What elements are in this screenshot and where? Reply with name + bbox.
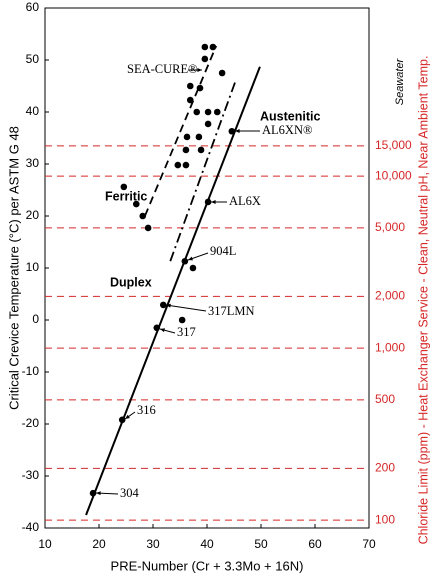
y2-tick-label: 200 [375, 461, 395, 475]
y2-tick-label: 500 [375, 392, 395, 406]
trend-line [169, 80, 237, 262]
annotation: AL6X [229, 194, 261, 208]
y-tick-label: -20 [22, 416, 40, 430]
arrow-head [166, 303, 171, 308]
x-tick-label: 50 [254, 537, 268, 551]
arrow-head [211, 200, 216, 204]
arrow-head [125, 414, 130, 419]
data-point [195, 133, 203, 141]
trend-line [85, 66, 261, 516]
data-point [186, 96, 194, 104]
annotation: Austenitic [260, 109, 320, 123]
annotation: 316 [137, 403, 156, 417]
y2-tick-label: 2,000 [375, 289, 405, 303]
x-tick-label: 30 [146, 537, 160, 551]
y2-tick-label: 100 [375, 512, 395, 526]
y2-tick-label: 15,000 [375, 138, 412, 152]
data-point [144, 224, 152, 232]
x-tick-label: 70 [362, 537, 376, 551]
data-point [201, 43, 209, 51]
y-tick-label: 50 [26, 52, 40, 66]
arrow-head [96, 491, 101, 496]
data-point [181, 257, 189, 265]
data-point [120, 183, 128, 191]
data-point [118, 416, 126, 424]
y-axis-label: Critical Crevice Temperature (°C) per AS… [6, 126, 21, 410]
annotation: 317 [177, 325, 196, 339]
annotation-arrow [165, 304, 207, 312]
data-point [174, 161, 182, 169]
annotation: SEA-CURE® [127, 62, 198, 76]
data-point [204, 198, 212, 206]
y-tick-label: 20 [26, 208, 40, 222]
data-point [228, 127, 236, 135]
data-point [159, 301, 167, 309]
y-tick-label: -10 [22, 364, 40, 378]
trend-line [144, 45, 218, 217]
x-tick-label: 40 [200, 537, 214, 551]
data-point [196, 84, 204, 92]
data-point [209, 43, 217, 51]
data-point [193, 108, 201, 116]
annotation: 317LMN [208, 304, 255, 318]
annotation: AL6XN® [262, 123, 312, 137]
annotation: 304 [120, 486, 140, 500]
data-point [182, 146, 190, 154]
arrow-head [188, 256, 193, 261]
data-point [201, 55, 209, 63]
plot-frame [44, 7, 370, 529]
data-point [183, 133, 191, 141]
y2-tick-label: 5,000 [375, 220, 405, 234]
arrow-head [197, 68, 202, 72]
data-point [178, 316, 186, 324]
y-tick-label: -30 [22, 468, 40, 482]
y-tick-label: 40 [26, 104, 40, 118]
data-point [182, 161, 190, 169]
data-point [204, 120, 212, 128]
data-point [139, 212, 147, 220]
data-point [213, 108, 221, 116]
arrow-head [235, 129, 240, 133]
y-tick-label: -40 [22, 520, 40, 534]
data-point [89, 489, 97, 497]
data-point [186, 82, 194, 90]
data-point [132, 200, 140, 208]
x-tick-label: 20 [92, 537, 106, 551]
data-point [197, 146, 205, 154]
y-tick-label: 10 [26, 260, 40, 274]
annotation: Seawater [394, 57, 406, 105]
data-point [153, 324, 161, 332]
x-tick-label: 10 [38, 537, 52, 551]
y2-tick-label: 1,000 [375, 340, 405, 354]
y-tick-label: 0 [32, 312, 39, 326]
x-axis-label: PRE-Number (Cr + 3.3Mo + 16N) [111, 558, 304, 573]
annotation: Ferritic [105, 189, 147, 203]
y2-axis-label: Chloride Limit (ppm) - Heat Exchanger Se… [416, 56, 430, 545]
data-point [218, 69, 226, 77]
data-point [204, 108, 212, 116]
y-tick-label: 30 [26, 156, 40, 170]
arrow-head [160, 328, 165, 333]
y-tick-label: 60 [26, 0, 40, 14]
x-tick-label: 60 [308, 537, 322, 551]
annotation: Duplex [110, 275, 152, 289]
y2-tick-label: 10,000 [375, 168, 412, 182]
data-point [189, 264, 197, 272]
annotation: 904L [210, 244, 236, 258]
